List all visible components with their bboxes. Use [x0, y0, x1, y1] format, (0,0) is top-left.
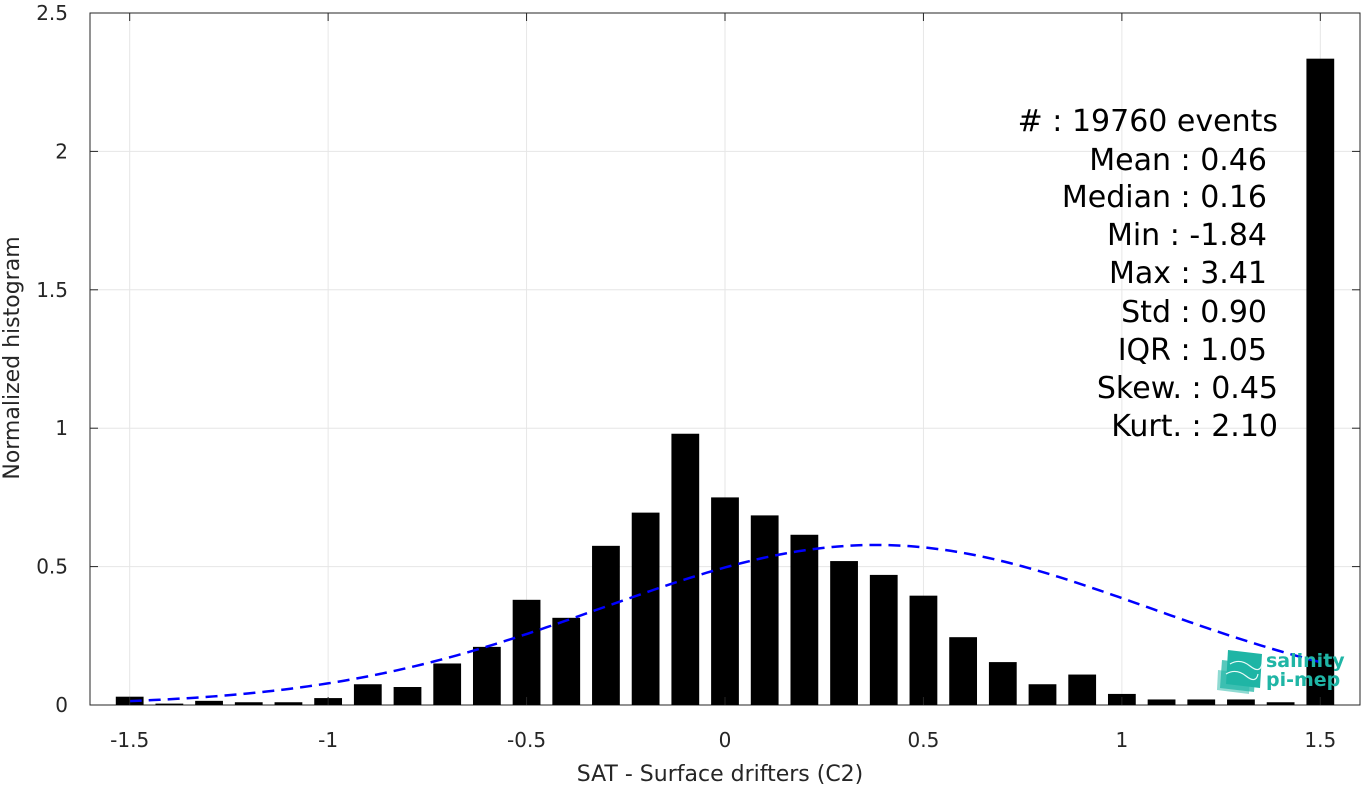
- x-tick-label: 1: [1116, 728, 1129, 752]
- histogram-bar: [1147, 699, 1176, 705]
- histogram-bar: [1266, 702, 1295, 705]
- histogram-bar: [472, 646, 501, 705]
- salinity-pimep-logo: salinity pi-mep: [1217, 650, 1345, 694]
- x-tick-label: 1.5: [1304, 728, 1336, 752]
- histogram-bar: [195, 700, 223, 705]
- stat-median: Median : 0.16: [1062, 180, 1267, 215]
- histogram-bars: [115, 58, 1335, 706]
- histogram-bar: [869, 574, 898, 705]
- histogram-bar: [711, 497, 739, 705]
- stat-iqr: IQR : 1.05: [1118, 333, 1267, 368]
- y-tick-label: 2: [55, 139, 68, 163]
- normal-fit-curve: [129, 543, 1321, 703]
- stat-kurt: Kurt. : 2.10: [1111, 409, 1278, 444]
- x-tick-labels: -1.5 -1 -0.5 0 0.5 1 1.5: [110, 728, 1336, 752]
- x-tick-label: -1.5: [110, 728, 149, 752]
- histogram-bar: [592, 545, 620, 705]
- salinity-pimep-logo-icon: [1217, 650, 1263, 694]
- stat-std: Std : 0.90: [1121, 295, 1267, 330]
- histogram-bar: [830, 561, 858, 705]
- histogram-bar: [1028, 684, 1057, 705]
- histogram-bar: [1187, 699, 1216, 705]
- histogram-bar: [750, 515, 779, 705]
- y-tick-label: 2.5: [36, 1, 68, 25]
- x-tick-label: 0: [719, 728, 732, 752]
- histogram-bar: [949, 637, 978, 705]
- histogram-bar: [234, 702, 263, 705]
- y-tick-label: 0: [55, 693, 68, 717]
- logo-line1: salinity: [1266, 650, 1345, 672]
- histogram-bar: [155, 703, 184, 705]
- x-tick-label: 0.5: [908, 728, 940, 752]
- y-tick-label: 1.5: [36, 278, 68, 302]
- stat-events: # : 19760 events: [1018, 104, 1278, 139]
- y-tick-labels: 0 0.5 1 1.5 2 2.5: [36, 1, 68, 717]
- histogram-bar: [353, 684, 382, 705]
- histogram-bar: [671, 433, 700, 705]
- stat-skew: Skew. : 0.45: [1097, 371, 1278, 406]
- y-axis-label: Normalized histogram: [0, 236, 25, 479]
- stat-mean: Mean : 0.46: [1089, 143, 1267, 178]
- x-axis-label: SAT - Surface drifters (C2): [577, 762, 864, 785]
- histogram-bar: [1306, 58, 1335, 706]
- logo-line2: pi-mep: [1266, 669, 1340, 691]
- histogram-bar: [1227, 699, 1255, 705]
- x-tick-label: -1: [318, 728, 338, 752]
- statistics-box: # : 19760 events Mean : 0.46 Median : 0.…: [1018, 104, 1278, 444]
- x-tick-label: -0.5: [507, 728, 546, 752]
- histogram-bar: [988, 662, 1017, 705]
- histogram-bar: [1068, 674, 1097, 705]
- histogram-bar: [631, 512, 660, 705]
- histogram-bar: [909, 595, 938, 705]
- stat-min: Min : -1.84: [1107, 218, 1267, 253]
- histogram-bar: [393, 687, 422, 705]
- histogram-bar: [274, 702, 303, 705]
- axis-ticks: [90, 12, 1360, 706]
- y-tick-label: 0.5: [36, 555, 68, 579]
- stat-max: Max : 3.41: [1109, 256, 1267, 291]
- histogram-bar: [552, 617, 581, 705]
- histogram-bar: [790, 534, 819, 705]
- y-tick-label: 1: [55, 416, 68, 440]
- histogram-bar: [512, 599, 541, 705]
- histogram-bar: [433, 663, 462, 705]
